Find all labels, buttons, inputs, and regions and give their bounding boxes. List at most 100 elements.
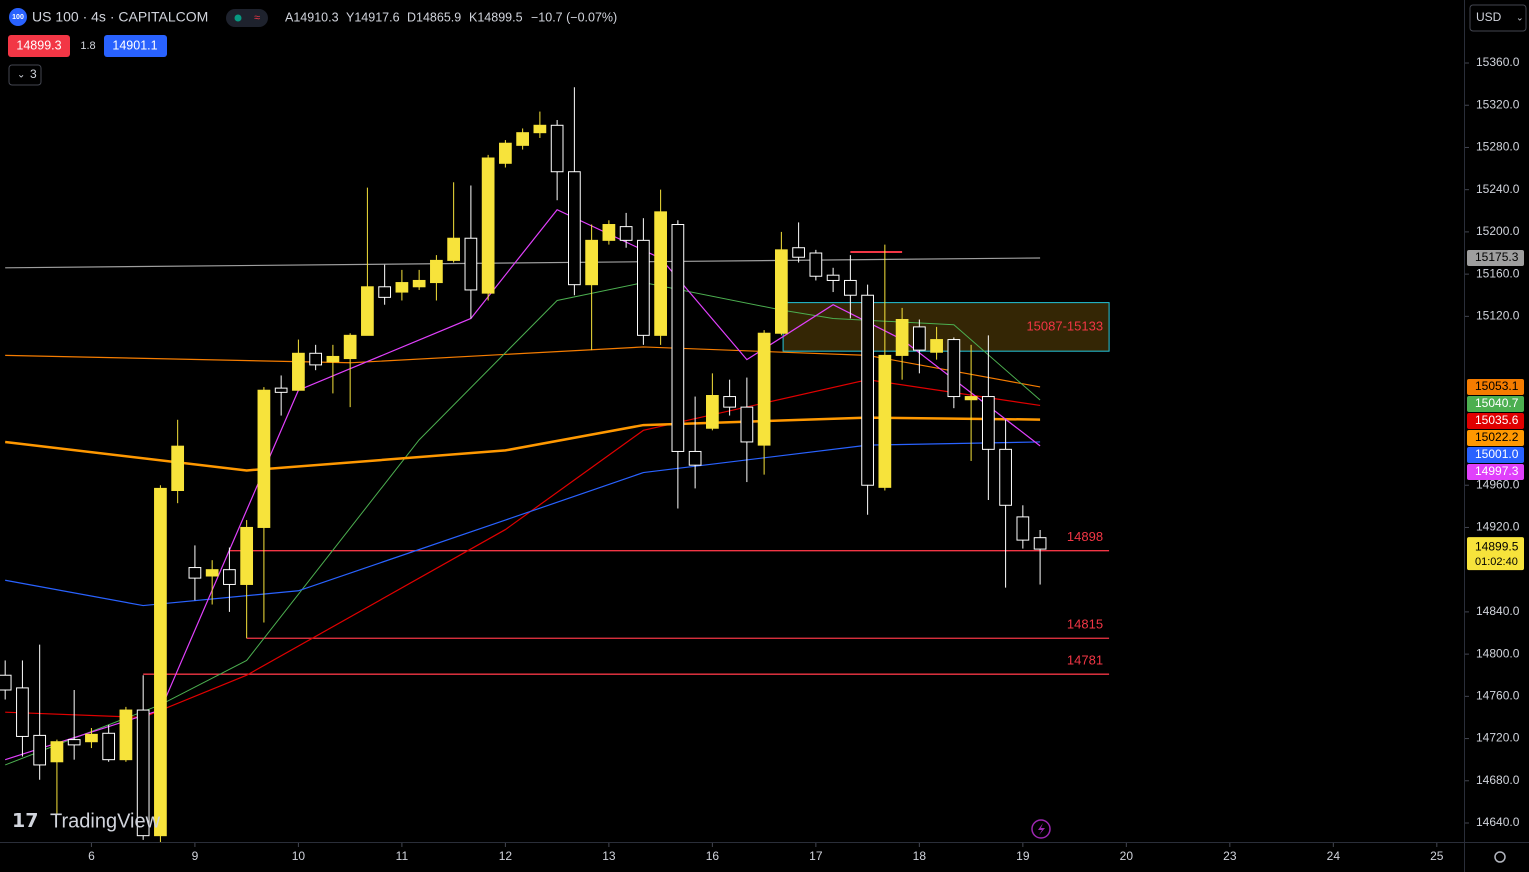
candle-body xyxy=(464,237,478,291)
candle-body xyxy=(688,450,702,466)
candle-body xyxy=(361,286,374,336)
currency-chevron: ⌄ xyxy=(1516,12,1524,22)
candle-body xyxy=(878,354,892,488)
price-tag-label: 15053.1 xyxy=(1475,379,1519,393)
ma-line xyxy=(5,257,1041,269)
x-tick-label: 17 xyxy=(809,849,823,863)
candle-body xyxy=(706,395,719,429)
candle-body xyxy=(723,396,736,408)
x-tick-label: 9 xyxy=(192,849,199,863)
price-tag xyxy=(1467,429,1524,446)
candle-body xyxy=(654,211,667,336)
ohlc-open: A14910.3 xyxy=(285,10,339,24)
symbol-badge: 100 xyxy=(12,14,24,21)
price-tag-label: 15035.6 xyxy=(1475,413,1519,427)
ohlc-change: −10.7 (−0.07%) xyxy=(531,10,617,24)
price-tag-label: 15022.2 xyxy=(1475,430,1519,444)
y-tick-label: 14960.0 xyxy=(1476,477,1520,491)
indicators-chevron: ⌄ xyxy=(17,70,25,81)
x-tick-label: 16 xyxy=(706,849,720,863)
y-tick-label: 14680.0 xyxy=(1476,773,1520,787)
symbol-title[interactable]: US 100 · 4s · CAPITALCOM xyxy=(32,9,208,25)
level-label: 14898 xyxy=(1067,529,1103,544)
indicators-toggle[interactable] xyxy=(8,64,42,86)
candle-body xyxy=(343,334,357,360)
candle-body xyxy=(16,687,29,737)
candle-body xyxy=(430,259,443,284)
spread: 1.8 xyxy=(80,40,95,52)
candle-body xyxy=(292,352,305,391)
symbol-icon xyxy=(9,8,27,26)
y-tick-label: 14640.0 xyxy=(1476,815,1520,829)
price-tag-label: 15001.0 xyxy=(1475,447,1519,461)
candle-body xyxy=(930,339,943,353)
level-label: 14815 xyxy=(1067,617,1103,632)
candle-body xyxy=(637,239,650,336)
candle-body xyxy=(999,448,1012,506)
candle-body xyxy=(50,741,64,763)
price-tag xyxy=(1467,378,1524,395)
zone-label: 15087-15133 xyxy=(1026,318,1103,333)
candle-body xyxy=(102,732,116,761)
ma-line xyxy=(5,416,1041,472)
price-tag xyxy=(1467,412,1524,429)
price-tag xyxy=(1467,249,1524,266)
currency-select[interactable] xyxy=(1469,4,1527,32)
x-tick-label: 25 xyxy=(1430,849,1444,863)
candle-body xyxy=(499,142,512,164)
candle-body xyxy=(326,355,340,363)
candle-body xyxy=(154,487,167,837)
candle-body xyxy=(826,274,840,281)
candle-body xyxy=(309,352,323,366)
status-pill xyxy=(226,9,268,27)
price-tag-label: 15175.3 xyxy=(1475,250,1519,264)
candle-body xyxy=(257,389,271,528)
y-tick-label: 15120.0 xyxy=(1476,309,1520,323)
y-tick-label: 15240.0 xyxy=(1476,182,1520,196)
x-tick-label: 13 xyxy=(602,849,616,863)
settings-button[interactable] xyxy=(1494,851,1506,863)
currency[interactable]: USD xyxy=(1476,10,1502,24)
indicators-count[interactable]: 3 xyxy=(30,67,37,81)
ma-line xyxy=(4,282,1041,766)
candle-body xyxy=(378,286,392,298)
candle-body xyxy=(947,339,961,398)
candle-body xyxy=(188,567,202,579)
x-tick-label: 23 xyxy=(1223,849,1237,863)
ask-price[interactable]: 14901.1 xyxy=(112,38,157,52)
price-tag-label: 15040.7 xyxy=(1475,396,1519,410)
logo: TradingView xyxy=(50,810,161,832)
candle-body xyxy=(395,282,409,293)
candle-body xyxy=(757,332,771,446)
price-tag xyxy=(1467,446,1524,463)
candle-body xyxy=(205,569,219,577)
ohlc-close: K14899.5 xyxy=(469,10,523,24)
candle-body xyxy=(775,249,788,334)
candle-body xyxy=(585,239,598,286)
candle-body xyxy=(533,124,547,134)
candle-body xyxy=(119,709,133,761)
candle-body xyxy=(516,132,530,146)
lightning-button[interactable] xyxy=(1031,819,1051,839)
ohlc-high: Y14917.6 xyxy=(346,10,400,24)
candle-body xyxy=(136,709,150,837)
candle-body xyxy=(274,387,288,393)
countdown: 01:02:40 xyxy=(1475,556,1518,568)
candle-body xyxy=(964,396,978,401)
sell-button[interactable] xyxy=(8,35,70,57)
y-tick-label: 14840.0 xyxy=(1476,604,1520,618)
buy-button[interactable] xyxy=(104,35,167,57)
y-tick-label: 14920.0 xyxy=(1476,520,1520,534)
candle-body xyxy=(85,733,98,743)
x-tick-label: 24 xyxy=(1327,849,1341,863)
x-tick-label: 19 xyxy=(1016,849,1030,863)
x-tick-label: 6 xyxy=(88,849,95,863)
bid-price[interactable]: 14899.3 xyxy=(16,38,61,52)
candle-body xyxy=(223,569,236,585)
candle-body xyxy=(1033,537,1047,550)
last-price-tag xyxy=(1467,537,1524,571)
lightning-icon xyxy=(1038,823,1045,835)
x-tick-label: 18 xyxy=(913,849,927,863)
candle-body xyxy=(861,294,874,486)
